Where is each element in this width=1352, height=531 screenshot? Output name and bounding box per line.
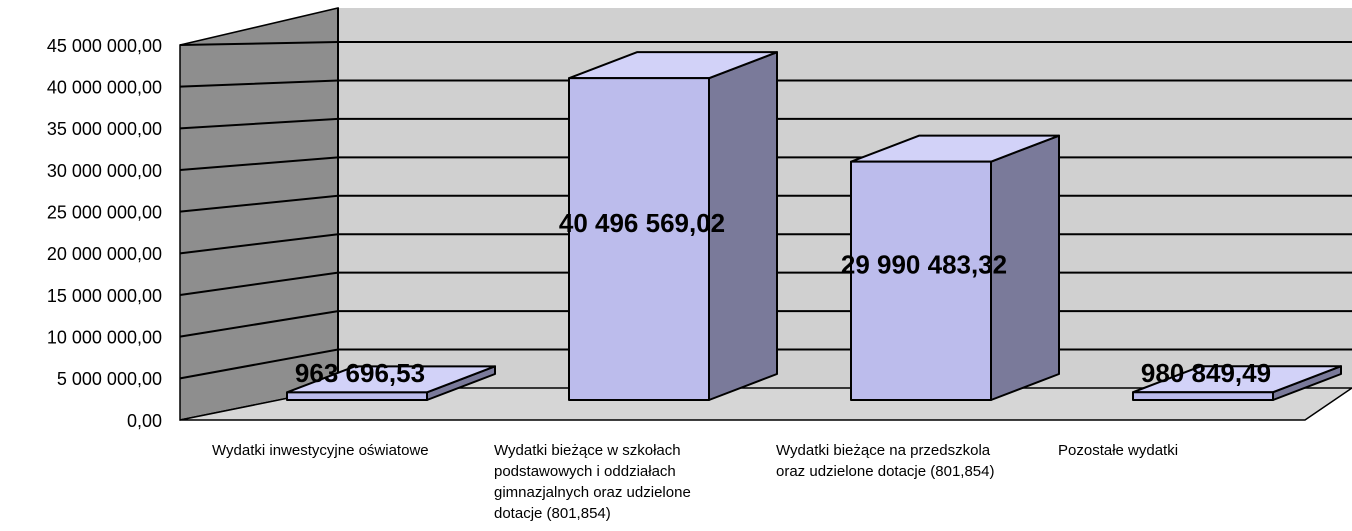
x-tick-label: Pozostałe wydatki bbox=[1058, 442, 1179, 459]
value-label: 40 496 569,02 bbox=[559, 208, 725, 238]
back-wall bbox=[338, 8, 1352, 388]
value-label: 963 696,53 bbox=[295, 358, 425, 388]
bar bbox=[568, 77, 710, 402]
grid-line bbox=[179, 41, 1352, 46]
y-tick-label: 0,00 bbox=[127, 411, 162, 431]
bar bbox=[286, 391, 428, 402]
value-label: 29 990 483,32 bbox=[841, 250, 1007, 280]
y-tick-label: 35 000 000,00 bbox=[47, 119, 162, 139]
grid-line bbox=[179, 79, 1352, 88]
value-label: 980 849,49 bbox=[1141, 358, 1271, 388]
y-tick-label: 5 000 000,00 bbox=[57, 369, 162, 389]
bar bbox=[1132, 391, 1274, 401]
y-tick-label: 45 000 000,00 bbox=[47, 36, 162, 56]
y-tick-label: 10 000 000,00 bbox=[47, 327, 162, 347]
y-tick-label: 25 000 000,00 bbox=[47, 202, 162, 222]
grid-line bbox=[179, 117, 1352, 130]
y-tick-label: 40 000 000,00 bbox=[47, 77, 162, 97]
floor bbox=[179, 387, 1352, 421]
y-tick-label: 15 000 000,00 bbox=[47, 286, 162, 306]
y-tick-label: 30 000 000,00 bbox=[47, 161, 162, 181]
x-tick-label: Wydatki bieżące w szkołach podstawowych … bbox=[494, 442, 691, 522]
bar bbox=[850, 160, 992, 401]
y-tick-label: 20 000 000,00 bbox=[47, 244, 162, 264]
x-tick-label: Wydatki bieżące na przedszkola oraz udzi… bbox=[776, 442, 995, 480]
x-tick-label: Wydatki inwestycyjne oświatowe bbox=[212, 442, 429, 459]
